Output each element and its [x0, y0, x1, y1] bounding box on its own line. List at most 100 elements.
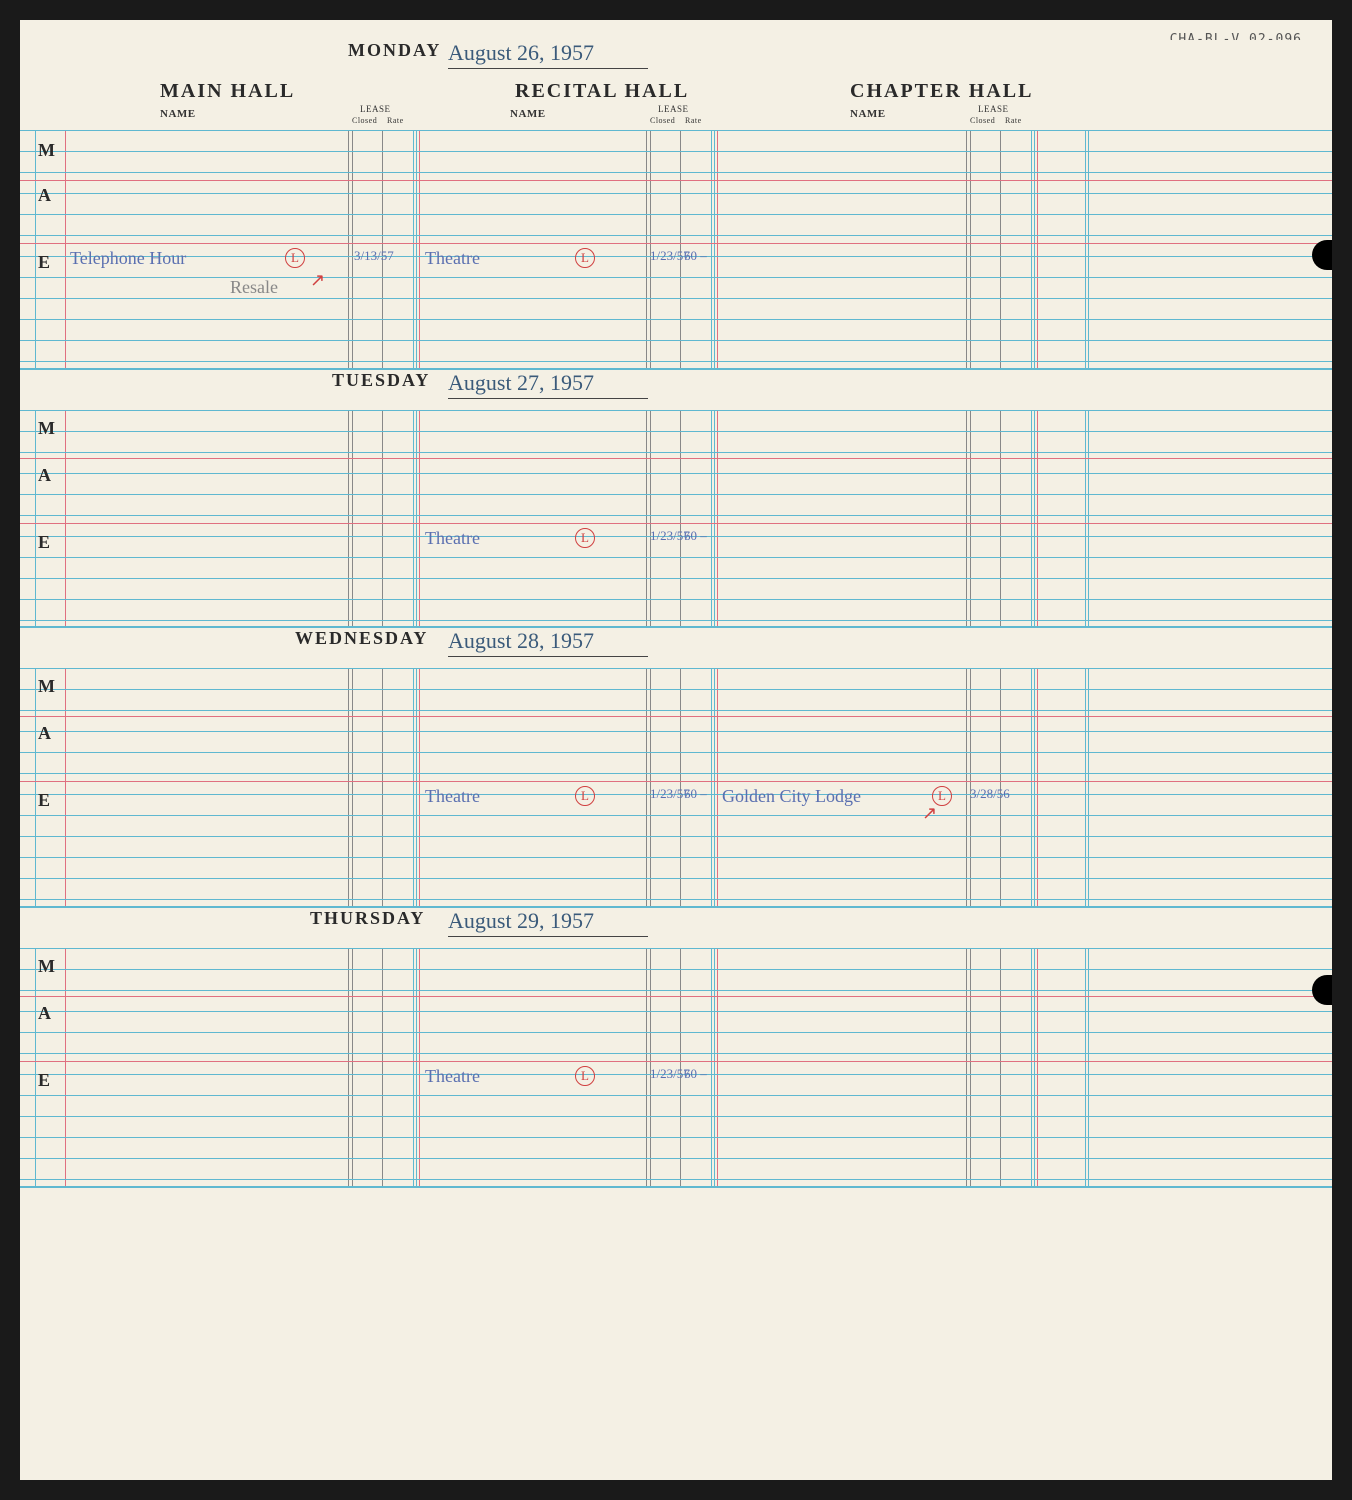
rule-vertical	[966, 410, 967, 628]
rule-red	[20, 523, 1332, 524]
period-label: A	[38, 185, 51, 206]
rule-horizontal	[20, 1179, 1332, 1180]
rule-horizontal	[20, 319, 1332, 320]
period-label: E	[38, 1070, 50, 1091]
day-title: THURSDAYAugust 29, 1957	[20, 908, 1332, 948]
rule-bottom	[20, 1186, 1332, 1188]
rule-vertical	[1037, 668, 1038, 908]
rule-horizontal	[20, 557, 1332, 558]
day-title: TUESDAY August 27, 1957	[20, 370, 1332, 410]
rule-horizontal	[20, 668, 1332, 669]
rule-horizontal	[20, 1158, 1332, 1159]
col-rate: Rate	[387, 116, 404, 125]
rule-horizontal	[20, 193, 1332, 194]
col-lease: LEASE	[360, 104, 391, 114]
rule-vertical	[650, 410, 651, 628]
rule-vertical	[35, 130, 36, 370]
period-label: M	[38, 676, 55, 697]
rule-vertical	[1034, 948, 1035, 1188]
rule-horizontal	[20, 857, 1332, 858]
handwritten-entry: Golden City Lodge	[722, 786, 861, 807]
rule-vertical	[966, 948, 967, 1188]
rule-vertical	[352, 948, 353, 1188]
rule-vertical	[35, 668, 36, 908]
circled-mark: L	[575, 248, 595, 268]
rule-horizontal	[20, 899, 1332, 900]
rule-vertical	[413, 948, 414, 1188]
ledger-page: CHA-BL-V.02-096 MAIN HALL RECITAL HALL C…	[20, 20, 1332, 1480]
col-closed: Closed	[970, 116, 995, 125]
ruled-block: MAETheatreL1/23/5760 –Golden City LodgeL…	[20, 668, 1332, 908]
rule-vertical	[348, 130, 349, 370]
period-label: M	[38, 418, 55, 439]
rule-horizontal	[20, 578, 1332, 579]
weekday-label: TUESDAY	[332, 370, 430, 391]
rule-vertical	[717, 410, 718, 628]
rule-horizontal	[20, 515, 1332, 516]
rule-vertical	[1000, 130, 1001, 370]
rule-vertical	[1085, 668, 1086, 908]
column-headers: NAME LEASE Closed Rate NAME LEASE Closed…	[20, 104, 1332, 130]
circled-mark: L	[575, 1066, 595, 1086]
hall-recital: RECITAL HALL	[515, 80, 689, 103]
circled-mark: L	[575, 786, 595, 806]
rule-vertical	[717, 668, 718, 908]
date-handwritten: August 29, 1957	[448, 908, 648, 937]
handwritten-entry: 60 –	[684, 528, 707, 544]
rule-vertical	[1031, 948, 1032, 1188]
date-handwritten: August 28, 1957	[448, 628, 648, 657]
rule-vertical	[413, 668, 414, 908]
rule-horizontal	[20, 689, 1332, 690]
rule-red	[20, 243, 1332, 244]
rule-vertical	[680, 410, 681, 628]
rule-vertical	[348, 410, 349, 628]
rule-horizontal	[20, 731, 1332, 732]
rule-vertical	[1031, 410, 1032, 628]
rule-horizontal	[20, 599, 1332, 600]
rule-vertical	[419, 130, 420, 370]
rule-vertical	[711, 668, 712, 908]
rule-vertical	[352, 410, 353, 628]
handwritten-entry: 3/13/57	[354, 248, 394, 264]
date-handwritten: August 27, 1957	[448, 370, 648, 399]
col-lease: LEASE	[978, 104, 1009, 114]
handwritten-entry: Theatre	[425, 248, 480, 269]
rule-red	[20, 1061, 1332, 1062]
rule-horizontal	[20, 214, 1332, 215]
rule-horizontal	[20, 340, 1332, 341]
rule-vertical	[970, 410, 971, 628]
rule-vertical	[1031, 668, 1032, 908]
rule-vertical	[352, 668, 353, 908]
rule-vertical	[416, 668, 417, 908]
hall-chapter: CHAPTER HALL	[850, 80, 1033, 103]
rule-vertical	[413, 130, 414, 370]
handwritten-entry: 60 –	[684, 248, 707, 264]
rule-vertical	[65, 130, 66, 370]
rule-vertical	[1088, 130, 1089, 370]
col-name: NAME	[850, 108, 886, 120]
rule-horizontal	[20, 130, 1332, 131]
rule-horizontal	[20, 620, 1332, 621]
handwritten-entry: Theatre	[425, 1066, 480, 1087]
weekday-label: MONDAY	[348, 40, 441, 61]
rule-vertical	[1037, 130, 1038, 370]
rule-vertical	[1085, 130, 1086, 370]
rule-vertical	[970, 130, 971, 370]
rule-vertical	[419, 948, 420, 1188]
rule-horizontal	[20, 494, 1332, 495]
red-arrow: ↗	[922, 803, 937, 824]
rule-horizontal	[20, 878, 1332, 879]
rule-vertical	[65, 948, 66, 1188]
handwritten-entry: Theatre	[425, 528, 480, 549]
rule-horizontal	[20, 1095, 1332, 1096]
period-label: A	[38, 1003, 51, 1024]
hall-main: MAIN HALL	[160, 80, 295, 103]
handwritten-entry: Resale	[230, 277, 278, 298]
handwritten-entry: 3/28/56	[970, 786, 1010, 802]
period-label: E	[38, 790, 50, 811]
ruled-block: MAETheatreL1/23/5760 –	[20, 410, 1332, 628]
rule-vertical	[646, 410, 647, 628]
rule-horizontal	[20, 151, 1332, 152]
rule-vertical	[646, 668, 647, 908]
period-label: E	[38, 252, 50, 273]
